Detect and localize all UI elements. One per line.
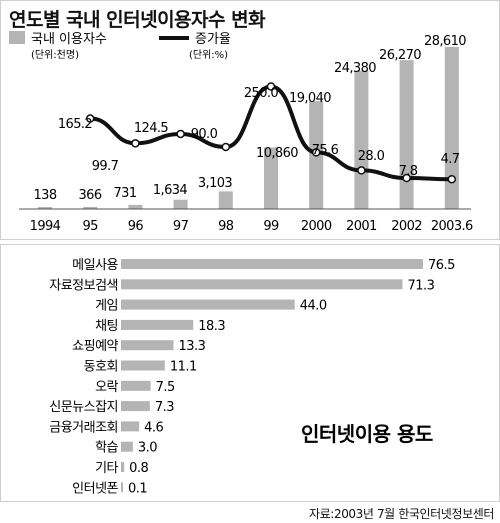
bar-신문뉴스잡지 [121,401,150,412]
bar-value-label: 13.3 [179,339,206,354]
bar-value-label: 3.0 [138,441,157,456]
chart-title: 연도별 국내 인터넷이용자수 변화 [9,9,266,31]
category-label: 메일사용 [72,258,118,273]
legend-label-users: 국내 이용자수 [31,32,107,47]
bar-users-1994 [38,207,52,209]
bar-value-label: 44.0 [300,299,327,314]
bar-금융거래조회 [121,421,140,432]
bar-value-label: 7.3 [155,400,174,415]
bar-value-label: 10,860 [256,146,298,161]
bar-value-label: 24,380 [334,61,376,76]
bar-기타 [121,462,125,472]
x-tick-label: 98 [218,219,234,234]
growth-point-98 [221,142,231,152]
growth-point-2002 [402,173,411,183]
bar-value-label: 731 [113,186,136,201]
x-tick-label: 2001 [346,219,377,234]
bar-users-2002 [399,60,414,210]
x-tick-label: 2000 [301,219,332,234]
growth-point-2001 [357,166,366,175]
category-label: 학습 [95,441,118,456]
bar-value-label: 19,040 [289,91,331,106]
growth-point-96 [131,139,140,148]
legend-unit-users: (단위:천명) [31,48,79,61]
bar-users-97 [173,199,188,209]
x-tick-label: 95 [83,219,99,234]
category-label: 게임 [95,299,118,314]
bar-value-label: 28,610 [424,34,466,49]
category-label: 금융거래조회 [49,420,118,435]
growth-point-2003.6 [447,174,457,184]
bar-동호회 [121,360,165,371]
bar-value-label: 1,634 [153,183,188,198]
growth-value-label: 99.7 [92,159,119,174]
growth-value-label: 250.0 [244,86,279,101]
bar-value-label: 4.6 [144,420,163,435]
category-label: 채팅 [95,319,118,334]
bar-value-label: 11.1 [170,360,197,375]
bar-users-99 [264,147,278,209]
bar-쇼핑예약 [121,340,174,351]
x-tick-label: 2003.6 [431,219,473,234]
bar-메일사용 [121,259,423,269]
growth-value-label: 75.6 [312,143,339,158]
growth-value-label: 7.8 [399,164,418,179]
legend-unit-growth: (단위:%) [189,48,228,61]
growth-point-97 [176,129,185,139]
growth-value-label: 90.0 [191,127,218,142]
source-note: 자료:2003년 7월 한국인터넷정보센터 [309,507,494,521]
legend-label-growth: 증가율 [195,32,231,47]
x-tick-label: 96 [128,219,144,234]
bar-users-2001 [354,70,369,209]
category-label: 오락 [95,380,118,395]
bar-users-96 [128,204,143,209]
bar-게임 [121,299,295,310]
bar-오락 [121,380,151,391]
bar-value-label: 3,103 [198,176,233,191]
category-label: 기타 [95,461,118,476]
user-count-chart-panel: 연도별 국내 인터넷이용자수 변화 국내 이용자수 (단위:천명) 증가율 (단위:%… [0,0,500,240]
growth-point-95 [85,114,95,123]
growth-value-label: 28.0 [358,149,385,164]
category-label: 쇼핑예약 [72,339,118,354]
user-count-chart: 국내 이용자수(단위:천명) 증가율(단위:%) 138 366 731 1,634 3,1… [9,31,474,234]
bar-value-label: 18.3 [198,319,225,334]
bar-users-95 [83,206,98,209]
bar-value-label: 7.5 [156,380,175,395]
bar-users-2003.6 [444,46,459,210]
growth-value-label: 124.5 [134,121,169,136]
bar-users-98 [218,191,233,209]
bar-value-label: 0.1 [128,481,147,496]
legend-swatch-users [9,31,25,44]
x-tick-label: 1994 [30,219,61,234]
category-label: 인터넷폰 [72,481,118,496]
growth-point-2000 [311,148,321,157]
bar-자료정보검색 [121,279,403,290]
chart-subtitle: 인터넷이용 용도 [301,422,433,446]
growth-point-99 [266,82,276,91]
bar-학습 [121,441,133,452]
category-label: 동호회 [84,360,118,375]
bar-value-label: 138 [33,188,56,203]
x-tick-label: 2002 [391,219,422,234]
bar-채팅 [121,319,194,330]
bar-value-label: 0.8 [129,461,148,476]
growth-value-label: 4.7 [441,152,460,167]
usage-purpose-chart-panel: 메일사용 76.5 자료정보검색 71.3 게임 44.0 채팅 18.3 쇼핑예약 13.3 동호… [0,244,500,502]
category-label: 신문뉴스잡지 [49,400,118,415]
bar-value-label: 71.3 [407,278,434,293]
bar-인터넷폰 [121,482,123,493]
usage-purpose-chart: 메일사용 76.5 자료정보검색 71.3 게임 44.0 채팅 18.3 쇼핑예약 13.3 동호… [49,258,455,496]
category-label: 자료정보검색 [49,278,118,293]
bar-value-label: 366 [78,188,101,203]
bar-value-label: 26,270 [379,48,421,63]
bar-value-label: 76.5 [428,258,455,273]
growth-value-label: 165.2 [58,117,92,132]
x-tick-label: 99 [263,219,279,234]
x-tick-label: 97 [173,219,189,234]
